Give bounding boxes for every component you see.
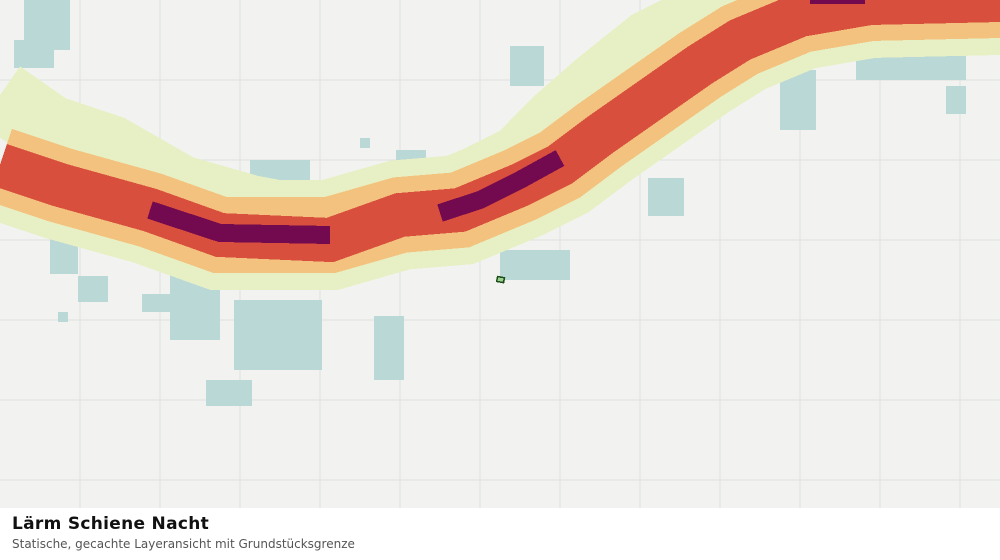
footer: Lärm Schiene Nacht Statische, gecachte L… — [0, 508, 1000, 560]
parcel-boundary — [495, 275, 506, 284]
noise-band — [0, 0, 1000, 290]
map-title: Lärm Schiene Nacht — [12, 514, 210, 534]
map-subtitle: Statische, gecachte Layeransicht mit Gru… — [12, 537, 355, 551]
map — [0, 0, 1000, 508]
